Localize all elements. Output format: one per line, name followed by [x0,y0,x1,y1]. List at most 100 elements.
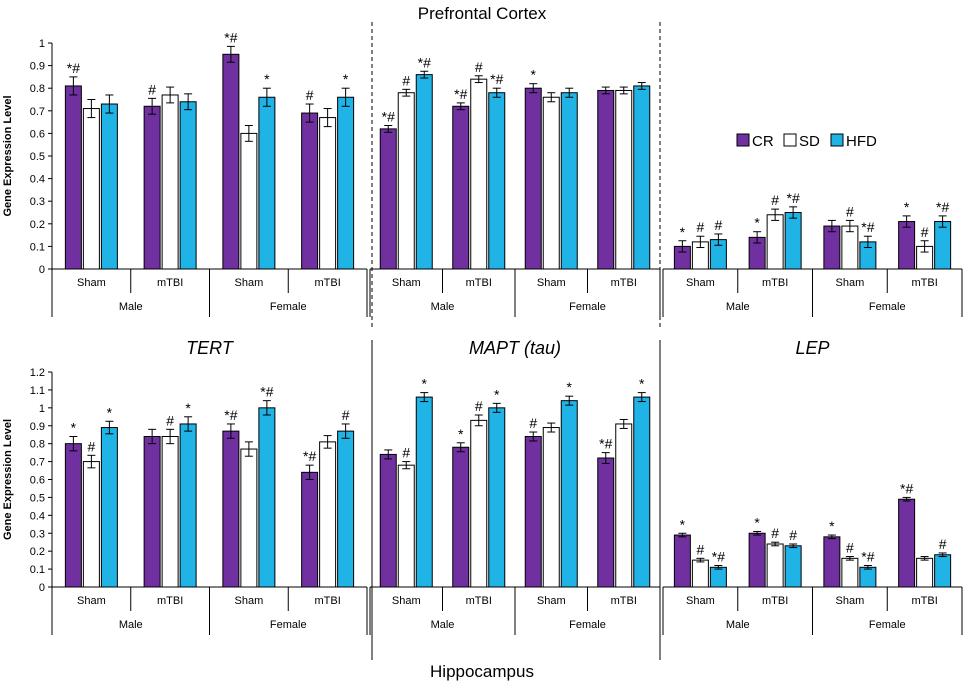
error-bar [402,461,411,470]
y-tick-label: 0.3 [30,528,45,540]
bar-hfd [709,566,727,588]
y-tick-label: 0.2 [30,546,45,558]
error-bar [637,82,646,90]
x-group-label: Male [726,619,750,631]
y-tick-label: 1 [39,38,45,50]
significance-mark: * [531,67,537,83]
bar-sd [841,557,859,588]
x-category-label: Sham [77,595,106,607]
significance-mark: * [680,224,686,240]
error-bar [529,83,538,94]
x-category-label: Sham [77,277,106,289]
x-category-label: Sham [686,595,715,607]
bar-cr [524,436,542,588]
bar-hfd [934,221,952,270]
error-bar [920,556,929,561]
error-bar [696,557,705,563]
error-bar [678,532,687,538]
x-category-label: mTBI [762,277,788,289]
y-tick-label: 0.1 [30,564,45,576]
significance-mark: * [107,404,113,420]
x-category-label: mTBI [314,277,340,289]
y-axis-label: Gene Expression Level [2,95,14,216]
x-category-label: mTBI [762,595,788,607]
chart-panel-4: TERT 0 0.1 0.2 0.3 0.4 0.5 0.6 0.7 0.8 0.9 1 1.1 1.2 G… [2,338,368,635]
error-bar [714,565,723,570]
error-bar [69,436,78,452]
bar-cr [452,105,470,270]
significance-mark: *# [861,549,874,565]
bar-cr [143,105,161,270]
error-bar [601,86,610,95]
error-bar [262,400,271,416]
error-bar [166,86,175,104]
significance-mark: *# [418,54,431,70]
significance-mark: # [529,415,537,431]
bar-sd [470,78,488,270]
error-bar [789,206,798,219]
bar-cr [222,430,240,588]
significance-mark: # [475,59,483,75]
x-group-label: Male [726,301,750,313]
error-bar [420,70,429,79]
x-category-label: mTBI [911,277,937,289]
x-category-label: mTBI [611,595,637,607]
error-bar [565,87,574,98]
bar-sd [470,419,488,588]
significance-mark: # [402,445,410,461]
bar-cr [452,446,470,588]
bar-cr [748,532,766,588]
bar-hfd [179,423,197,588]
y-tick-label: 0 [39,582,45,594]
x-group-label: Male [119,301,143,313]
error-bar [902,215,911,228]
x-group-label: Female [869,619,906,631]
bar-hfd [934,554,952,588]
significance-mark: * [264,71,270,87]
error-bar [384,449,393,460]
x-category-label: Sham [235,595,264,607]
legend-label-sd: SD [799,133,820,150]
x-category-label: Sham [392,595,421,607]
error-bar [619,86,628,95]
error-bar [938,552,947,558]
error-bar [305,103,314,123]
y-tick-label: 0.1 [30,241,45,253]
y-tick-label: 0.7 [30,457,45,469]
error-bar [456,102,465,111]
significance-mark: * [494,386,500,402]
significance-mark: # [166,412,174,428]
error-bar [474,75,483,84]
error-bar [226,423,235,439]
y-tick-label: 0.6 [30,475,45,487]
bar-cr [143,436,161,588]
panel-title: MAPT (tau) [469,338,561,358]
panel-title: LEP [795,338,829,358]
error-bar [771,208,780,221]
error-bar [789,543,798,549]
bar-sd [542,427,560,588]
significance-mark: * [422,376,428,392]
chart-panel-6: LEP Sham mTBI Male Sham mTBI Female * * * *# # # # *# #… [662,338,963,635]
figure-title-hippocampus: Hippocampus [430,662,534,681]
x-category-label: Sham [836,595,865,607]
bar-hfd [633,396,651,588]
error-bar [87,99,96,119]
error-bar [619,418,628,429]
bar-hfd [784,212,802,270]
error-bar [696,235,705,249]
error-bar [863,235,872,249]
significance-mark: # [696,219,704,235]
bar-sd [397,464,415,588]
error-bar [547,422,556,433]
y-tick-label: 0.3 [30,196,45,208]
x-category-label: mTBI [157,277,183,289]
x-group-label: Female [270,619,307,631]
significance-mark: * [185,400,191,416]
legend-swatch-hfd [830,133,844,147]
x-group-label: Female [869,301,906,313]
error-bar [341,423,350,439]
x-group-label: Male [431,619,455,631]
y-tick-label: 0.9 [30,61,45,73]
